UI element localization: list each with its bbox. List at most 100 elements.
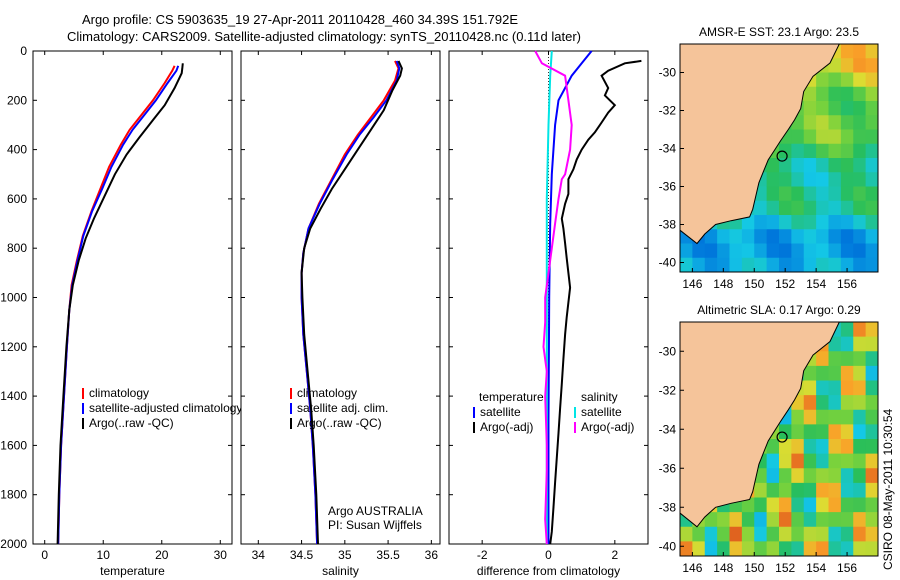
map-field-cell xyxy=(766,541,780,556)
legend-entry: Argo(..raw -QC) xyxy=(89,416,174,430)
map-field-cell xyxy=(816,439,829,455)
map-field-cell xyxy=(754,541,768,556)
map-field-cell xyxy=(803,365,817,381)
series-line xyxy=(300,60,403,545)
map-field-cell xyxy=(816,424,829,440)
map-field-cell xyxy=(840,497,854,513)
map-field-cell xyxy=(853,395,867,411)
map-field-cell xyxy=(865,215,878,230)
map-field-cell xyxy=(828,129,842,145)
x-tick-label: 20 xyxy=(155,548,169,562)
argo-float-marker xyxy=(776,150,788,162)
map-field-cell xyxy=(791,257,805,272)
map-field-cell xyxy=(853,453,867,469)
map-field-cell xyxy=(840,229,854,244)
x-axis-label: temperature xyxy=(100,564,165,578)
map-field-cell xyxy=(692,526,706,542)
x-tick-label: 35.5 xyxy=(376,548,400,562)
plot-frame xyxy=(240,50,441,545)
map-field-cell xyxy=(779,172,792,187)
map-field-cell xyxy=(865,512,878,528)
x-tick-label: 0 xyxy=(41,548,48,562)
map-field-cell xyxy=(865,229,878,244)
map-field-cell xyxy=(754,526,768,542)
map-field-cell xyxy=(828,395,842,411)
map-field-cell xyxy=(840,439,854,455)
map-field-cell xyxy=(779,229,792,244)
map-frame xyxy=(679,43,879,273)
map-field-cell xyxy=(816,351,829,367)
map-field-cell xyxy=(791,229,805,244)
x-tick-label: 150 xyxy=(744,277,764,291)
map-field-cell xyxy=(828,58,842,73)
map-field-cell xyxy=(779,257,792,272)
x-tick-label: 10 xyxy=(97,548,111,562)
series-line xyxy=(549,59,642,545)
map-field-cell xyxy=(791,482,805,498)
map-field-cell xyxy=(828,200,842,216)
map-field-cell xyxy=(865,365,878,381)
map-field-cell xyxy=(754,257,768,272)
map-field-cell xyxy=(779,497,792,513)
map-field-cell xyxy=(840,257,854,272)
map-field-cell xyxy=(704,257,718,272)
map-field-cell xyxy=(828,482,842,498)
map-field-cell xyxy=(828,257,842,272)
legend-entry: Argo(-adj) xyxy=(581,420,634,434)
map-field-cell xyxy=(816,468,829,484)
map-field-cell xyxy=(779,243,792,259)
map-field-cell xyxy=(791,215,805,230)
map-field-cell xyxy=(853,200,867,216)
map-field-cell xyxy=(865,395,878,411)
y-tick-label: 1200 xyxy=(0,340,27,354)
map-field-cell xyxy=(853,44,867,59)
map-field-cell xyxy=(828,72,842,88)
map-field-cell xyxy=(853,526,867,542)
map-field-cell xyxy=(865,453,878,469)
y-tick-label: -36 xyxy=(659,180,677,194)
map-field-cell xyxy=(865,409,878,425)
x-tick-label: 154 xyxy=(806,277,826,291)
map-field-cell xyxy=(816,172,829,187)
map-field-cell xyxy=(865,72,878,88)
map-field-cell xyxy=(791,439,805,455)
map-color-field xyxy=(680,322,878,556)
sst-map-panel: AMSR-E SST: 23.1 Argo: 23.5 146 148 150 152 1… xyxy=(659,25,879,291)
map-field-cell xyxy=(729,526,743,542)
map-field-cell xyxy=(816,215,829,230)
y-tick-label: 1000 xyxy=(0,291,27,305)
map-field-cell xyxy=(853,243,867,259)
map-field-cell xyxy=(840,72,854,88)
map-field-cell xyxy=(853,257,867,272)
map-field-cell xyxy=(791,409,805,425)
map-field-cell xyxy=(680,526,693,542)
map-field-cell xyxy=(853,172,867,187)
map-frame xyxy=(679,321,879,557)
map-field-cell xyxy=(791,158,805,173)
map-field-cell xyxy=(853,468,867,484)
map-field-cell xyxy=(729,541,743,556)
x-tick-label: 2 xyxy=(611,548,618,562)
map-field-cell xyxy=(791,453,805,469)
map-field-cell xyxy=(840,453,854,469)
map-field-cell xyxy=(791,243,805,259)
map-field-cell xyxy=(840,365,854,381)
x-axis-label: salinity xyxy=(322,564,359,578)
legend-entry: climatology xyxy=(297,386,357,400)
map-field-cell xyxy=(865,101,878,116)
map-field-cell xyxy=(766,215,780,230)
map-field-cell xyxy=(741,512,755,528)
map-field-cell xyxy=(803,541,817,556)
map-field-cell xyxy=(840,143,854,159)
map-field-cell xyxy=(791,129,805,145)
map-field-cell xyxy=(791,186,805,202)
map-title: AMSR-E SST: 23.1 Argo: 23.5 xyxy=(699,25,859,39)
map-field-cell xyxy=(816,453,829,469)
map-field-cell xyxy=(840,86,854,102)
map-field-cell xyxy=(680,257,693,272)
x-tick-label: 152 xyxy=(775,561,795,575)
map-field-cell xyxy=(865,44,878,59)
map-field-cell xyxy=(865,526,878,542)
map-field-cell xyxy=(741,229,755,244)
map-field-cell xyxy=(803,439,817,455)
